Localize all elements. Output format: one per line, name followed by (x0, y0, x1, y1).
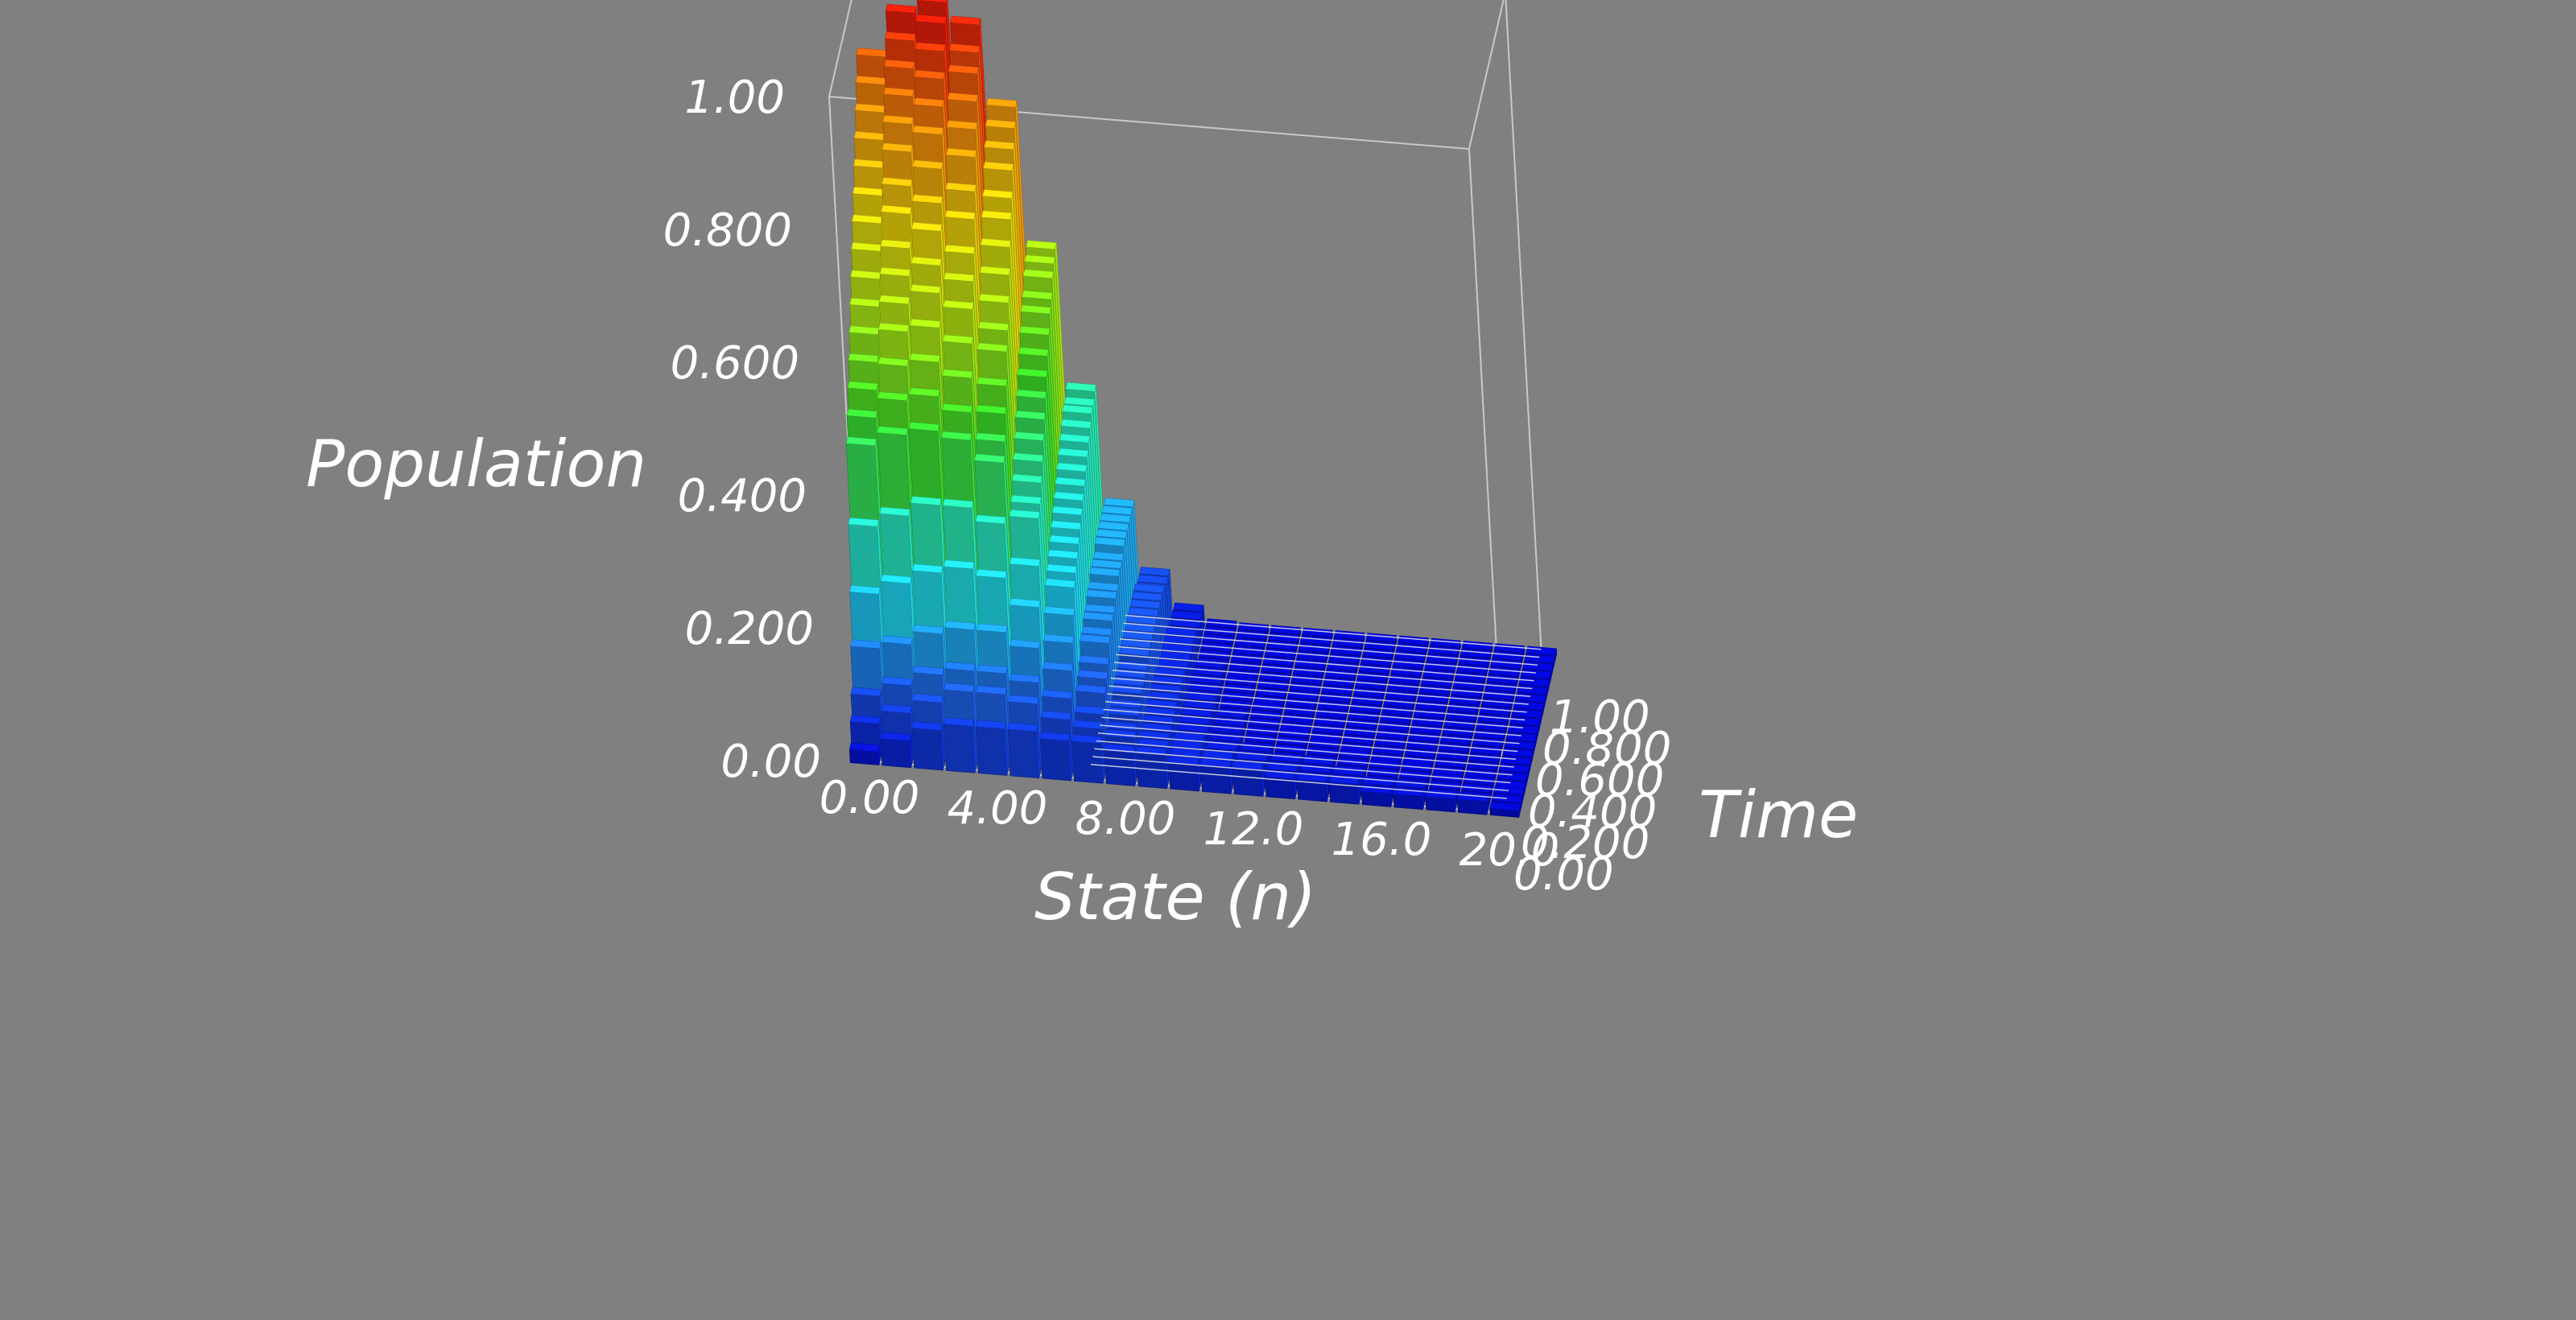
y-tick-label: 0.600 (1535, 754, 1664, 806)
z-tick-label: 0.600 (671, 337, 799, 390)
x-tick-label: 4.00 (947, 782, 1048, 835)
time-grid-line (1094, 748, 1511, 784)
z-tick-label: 1.00 (684, 72, 785, 124)
bar (1489, 801, 1521, 818)
time-grid-line (1121, 630, 1538, 666)
y-tick-label: 0.200 (1521, 817, 1649, 869)
x-tick-label: 8.00 (1075, 793, 1176, 845)
time-grid-line (1108, 685, 1525, 721)
bar (1265, 769, 1297, 800)
time-grid-line (1116, 654, 1533, 690)
frame-edge (828, 0, 852, 97)
time-grid-line (1100, 724, 1517, 760)
y-tick-label: 0.400 (1528, 786, 1657, 838)
z-tick-label: 0.800 (663, 204, 792, 257)
z-axis-title: Population (306, 427, 646, 501)
bar (1328, 775, 1361, 805)
bar (943, 717, 977, 773)
y-axis-title: Time (1699, 778, 1858, 852)
x-axis-title: State (n) (1034, 860, 1316, 934)
time-grid-line (1112, 670, 1529, 705)
time-grid-line (1110, 677, 1527, 713)
x-tick-label: 0.00 (819, 772, 920, 824)
bar (1071, 734, 1105, 784)
y-tick-label: 0.800 (1542, 723, 1671, 775)
frame-edge (1505, 0, 1542, 657)
time-grid-line (1117, 646, 1534, 682)
bar (880, 732, 913, 769)
bar (1296, 772, 1329, 802)
bar (1039, 732, 1073, 782)
x-tick-label: 12.0 (1203, 803, 1304, 856)
labels-layer: Population State (n) Time 0.00 4.00 8.00 12… (306, 72, 1858, 934)
time-grid-line (1103, 708, 1520, 745)
z-tick-label: 0.400 (678, 470, 807, 522)
time-grid-line (1123, 622, 1540, 658)
bar (975, 720, 1009, 776)
z-tick-label: 0.00 (720, 736, 821, 788)
time-grid-line (1119, 638, 1536, 674)
y-tick-label: 0.00 (1513, 848, 1614, 901)
time-grid-line (1092, 756, 1509, 791)
time-grid-line (1090, 764, 1507, 799)
x-tick-label: 16.0 (1331, 814, 1432, 866)
time-grid-line (1104, 701, 1521, 736)
y-tick-label: 1.00 (1550, 691, 1650, 744)
time-grid-line (1107, 693, 1524, 728)
time-grid-line (1101, 716, 1518, 753)
time-grid-line (1125, 614, 1542, 650)
time-grid-line (1097, 732, 1514, 768)
bar (848, 742, 881, 765)
z-tick-label: 0.200 (685, 603, 814, 655)
time-grid-line (1096, 740, 1513, 776)
bar (1232, 761, 1265, 797)
bars-layer (845, 0, 1558, 818)
frame-edge (1468, 0, 1505, 150)
bar (911, 721, 945, 771)
x-tick-label: 20.0 (1459, 824, 1560, 877)
bar (1007, 722, 1041, 779)
time-grid-line (1114, 662, 1531, 697)
